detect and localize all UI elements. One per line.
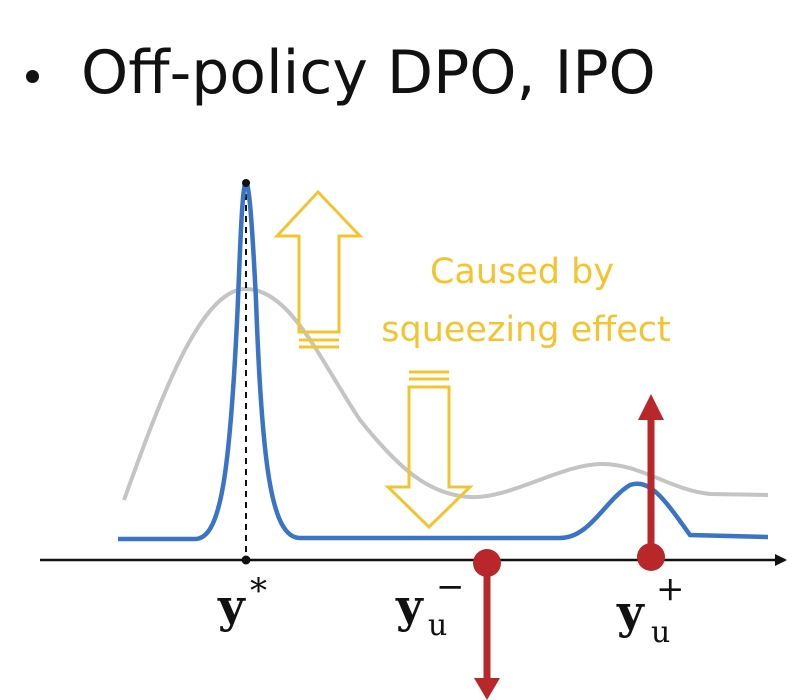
yellow-down-arrow bbox=[384, 385, 474, 530]
label-y-star: y * bbox=[217, 571, 267, 633]
annotation-line-1: Caused by bbox=[430, 252, 614, 292]
bullet-item: Off-policy DPO, IPO bbox=[26, 38, 656, 108]
red-up-arrow-head bbox=[638, 394, 664, 420]
gray-distribution-curve bbox=[122, 286, 769, 501]
label-y-plus: y u + bbox=[616, 569, 685, 650]
y-plus-point bbox=[637, 543, 665, 571]
y-minus-point bbox=[473, 549, 501, 577]
red-down-arrow-head bbox=[474, 678, 500, 700]
annotation-line-2: squeezing effect bbox=[381, 310, 670, 350]
yellow-up-arrow bbox=[273, 189, 364, 334]
bullet-dot-icon bbox=[26, 69, 39, 83]
y-star-tick bbox=[241, 555, 251, 565]
peak-point bbox=[242, 179, 250, 187]
label-y-minus: y u − bbox=[395, 567, 465, 643]
bullet-text: Off-policy DPO, IPO bbox=[81, 38, 656, 108]
blue-distribution-curve bbox=[118, 180, 769, 542]
